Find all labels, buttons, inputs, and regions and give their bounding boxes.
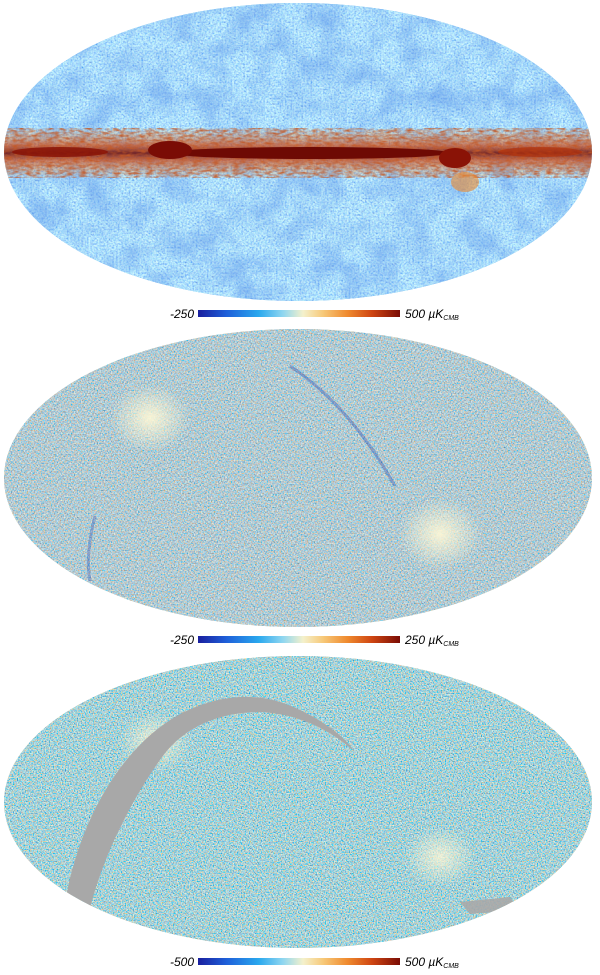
colorbar-max-label: 500 µKCMB — [405, 307, 459, 322]
masked-region — [66, 696, 355, 917]
sky-map-image-2 — [4, 329, 592, 627]
colorbar-min-label: -250 — [169, 307, 194, 321]
mollweide-map-2 — [0, 326, 600, 627]
colorbar-1: -250 500 µKCMB — [0, 306, 600, 322]
colorbar-gradient — [198, 636, 400, 643]
mollweide-map-3 — [0, 652, 600, 952]
colorbar-max-label: 250 µKCMB — [405, 633, 459, 648]
colorbar-min-label: -500 — [169, 955, 194, 969]
colorbar-gradient — [198, 310, 400, 317]
sky-map-panel-3: -500 500 µKCMB — [0, 652, 600, 970]
sky-map-image-3 — [4, 656, 592, 948]
colorbar-max-label: 500 µKCMB — [405, 955, 459, 970]
colorbar-2: -250 250 µKCMB — [0, 632, 600, 648]
colorbar-min-label: -250 — [169, 633, 194, 647]
colorbar-3: -500 500 µKCMB — [0, 954, 600, 970]
mollweide-map-1 — [0, 0, 600, 301]
sky-map-panel-2: -250 250 µKCMB — [0, 326, 600, 648]
colorbar-gradient — [198, 958, 400, 965]
sky-map-image-1 — [4, 3, 592, 301]
sky-map-panel-1: -250 500 µKCMB — [0, 0, 600, 322]
